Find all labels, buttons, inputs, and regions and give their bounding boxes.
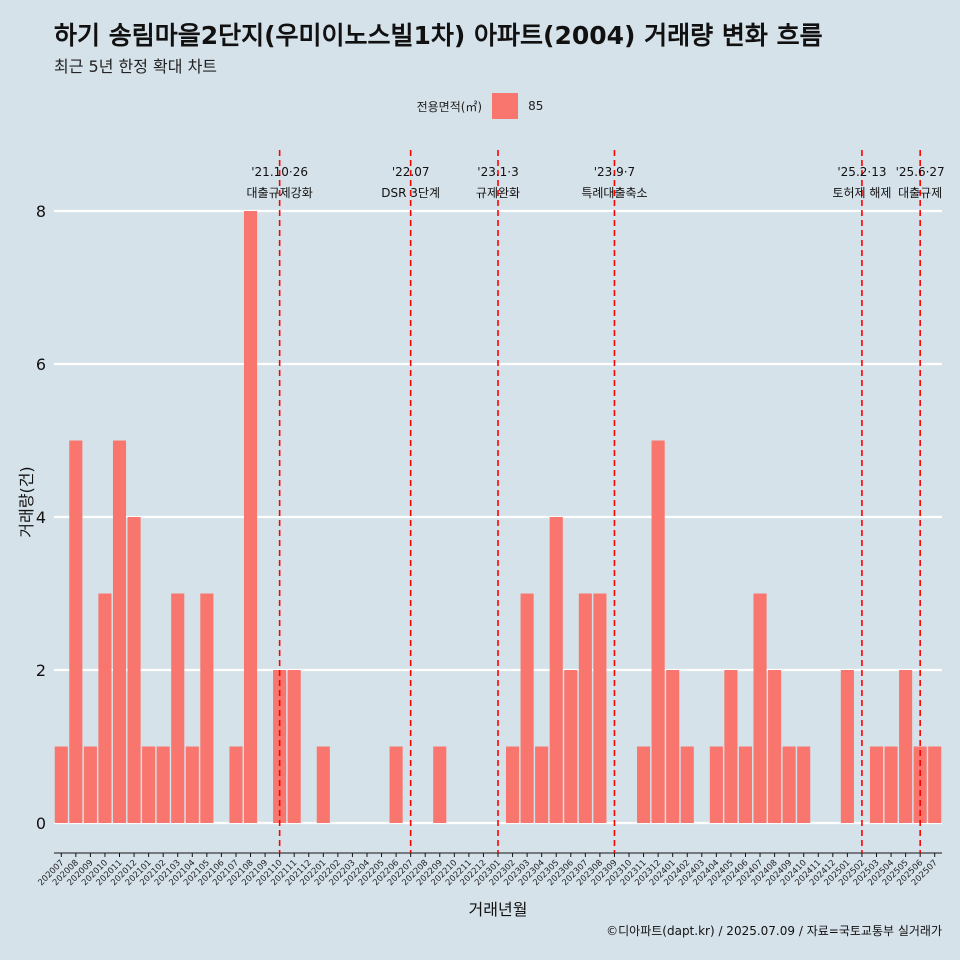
event-label: 대출규제강화: [247, 186, 313, 200]
bar: [593, 593, 607, 823]
bar: [229, 746, 243, 823]
bar: [666, 670, 680, 823]
bar: [564, 670, 578, 823]
bar: [928, 746, 942, 823]
bar: [54, 746, 68, 823]
y-tick-label: 2: [36, 661, 46, 680]
bar: [389, 746, 403, 823]
y-tick-label: 0: [36, 814, 46, 833]
bar: [884, 746, 898, 823]
event-date-label: '25.6·27: [896, 165, 945, 179]
legend-title: 전용면적(㎡): [416, 99, 483, 114]
bar: [738, 746, 753, 823]
event-date-label: '25.2·13: [837, 165, 886, 179]
bar: [549, 517, 563, 823]
event-label: 토허제 해제: [832, 186, 891, 200]
bar: [243, 211, 258, 823]
bar: [200, 593, 214, 823]
bar: [127, 517, 141, 823]
bar: [273, 670, 287, 823]
bar: [83, 746, 97, 823]
legend-label: 85: [528, 99, 544, 113]
bar: [506, 746, 520, 823]
bar: [112, 440, 127, 823]
bar: [797, 746, 811, 823]
bar: [709, 746, 723, 823]
event-label: DSR 3단계: [381, 186, 440, 200]
bar: [724, 670, 738, 823]
source-caption: ©디아파트(dapt.kr) / 2025.07.09 / 자료=국토교통부 실…: [606, 924, 942, 938]
bar: [840, 670, 854, 823]
legend: 전용면적(㎡) 85: [0, 93, 960, 119]
legend-swatch: [492, 93, 519, 119]
bar: [171, 593, 185, 823]
bar: [768, 670, 782, 823]
event-date-label: '22.07: [392, 165, 430, 179]
bar: [535, 746, 549, 823]
y-tick-label: 8: [36, 202, 46, 221]
chart-subtitle: 최근 5년 한정 확대 차트: [54, 57, 218, 76]
bar: [578, 593, 592, 823]
y-axis-title: 거래량(건): [17, 466, 36, 537]
bar: [316, 746, 330, 823]
bar: [680, 746, 694, 823]
bar: [287, 670, 301, 823]
event-date-label: '23.9·7: [594, 165, 635, 179]
chart-title: 하기 송림마을2단지(우미이노스빌1차) 아파트(2004) 거래량 변화 흐름: [54, 21, 823, 50]
event-date-label: '21.10·26: [251, 165, 308, 179]
event-label: 규제완화: [476, 186, 520, 200]
bar: [637, 746, 651, 823]
bar: [782, 746, 796, 823]
bar: [651, 440, 665, 823]
x-axis-title: 거래년월: [469, 900, 528, 919]
event-label: 특례대출축소: [581, 186, 647, 200]
bar: [142, 746, 156, 823]
y-tick-label: 6: [36, 355, 46, 374]
bar: [899, 670, 913, 823]
bar: [185, 746, 199, 823]
bar: [69, 440, 83, 823]
event-label: 대출규제: [898, 186, 942, 200]
bar: [433, 746, 447, 823]
bar: [98, 593, 112, 823]
bar: [520, 593, 534, 823]
y-tick-label: 4: [36, 508, 46, 527]
bar: [869, 746, 884, 823]
event-date-label: '23.1·3: [477, 165, 518, 179]
bar: [753, 593, 767, 823]
bar: [156, 746, 170, 823]
